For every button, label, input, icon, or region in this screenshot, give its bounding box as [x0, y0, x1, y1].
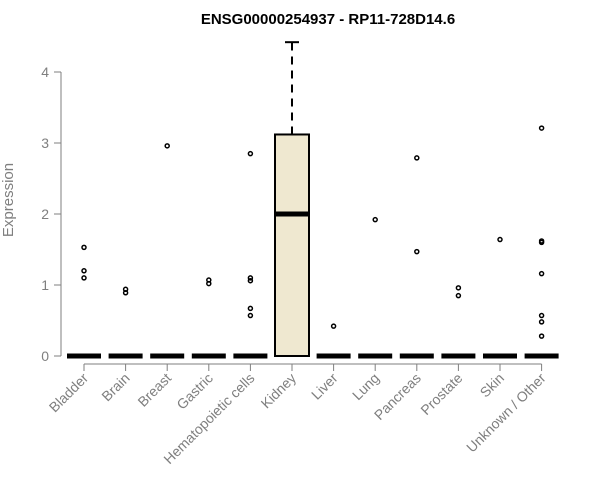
outlier-point [330, 323, 337, 329]
outlier-point [455, 292, 462, 299]
box-lung [358, 216, 393, 359]
x-tick-label: Unknown / Other [463, 370, 549, 456]
box-hematopoietic-cells [233, 150, 268, 359]
box-unknown-other [524, 125, 559, 359]
outlier-point [414, 248, 420, 255]
outlier-point [247, 305, 254, 312]
box-kidney [274, 41, 310, 357]
y-axis-label: Expression [0, 163, 17, 237]
x-tick-label: Brain [98, 370, 132, 404]
x-tick-label: Breast [134, 370, 174, 410]
y-tick-label: 2 [41, 206, 49, 222]
outlier-point [247, 312, 254, 319]
outlier-point [81, 244, 87, 251]
outlier-point [538, 238, 545, 244]
y-tick-label: 4 [41, 64, 49, 80]
y-tick-label: 3 [41, 135, 49, 151]
outlier-point [247, 150, 254, 157]
outlier-point [538, 270, 545, 277]
outlier-point [455, 285, 462, 291]
box-skin [483, 236, 517, 359]
outlier-point [247, 275, 254, 281]
x-tick-label: Skin [477, 370, 508, 401]
outlier-point [206, 277, 212, 283]
box-prostate [441, 285, 476, 359]
box-body [274, 133, 310, 357]
plot-area [67, 41, 559, 359]
y-tick-label: 1 [41, 277, 49, 293]
y-tick-label: 0 [41, 348, 49, 364]
x-tick-label: Liver [308, 370, 341, 403]
outlier-point [497, 236, 503, 243]
box-gastric [191, 277, 226, 359]
outlier-point [247, 277, 254, 284]
x-tick-label: Bladder [46, 370, 92, 416]
box-bladder [67, 244, 101, 359]
y-axis: 0 1 2 3 4 [41, 64, 62, 364]
outlier-point [164, 143, 170, 149]
outlier-point [414, 155, 420, 161]
box-pancreas [399, 155, 434, 359]
outlier-point [538, 319, 545, 325]
outlier-point [122, 286, 129, 293]
outlier-point [538, 125, 545, 131]
box-breast [150, 143, 185, 359]
x-tick-label: Prostate [417, 370, 465, 418]
x-tick-label: Lung [349, 370, 382, 403]
outlier-point [538, 333, 545, 339]
chart-title: ENSG00000254937 - RP11-728D14.6 [201, 11, 455, 28]
box-brain [108, 286, 143, 359]
outlier-point [372, 216, 378, 223]
x-tick-label: Kidney [258, 370, 300, 412]
outlier-point [81, 268, 87, 274]
outlier-point [81, 275, 87, 281]
outlier-point [538, 312, 545, 319]
box-liver [316, 323, 351, 359]
